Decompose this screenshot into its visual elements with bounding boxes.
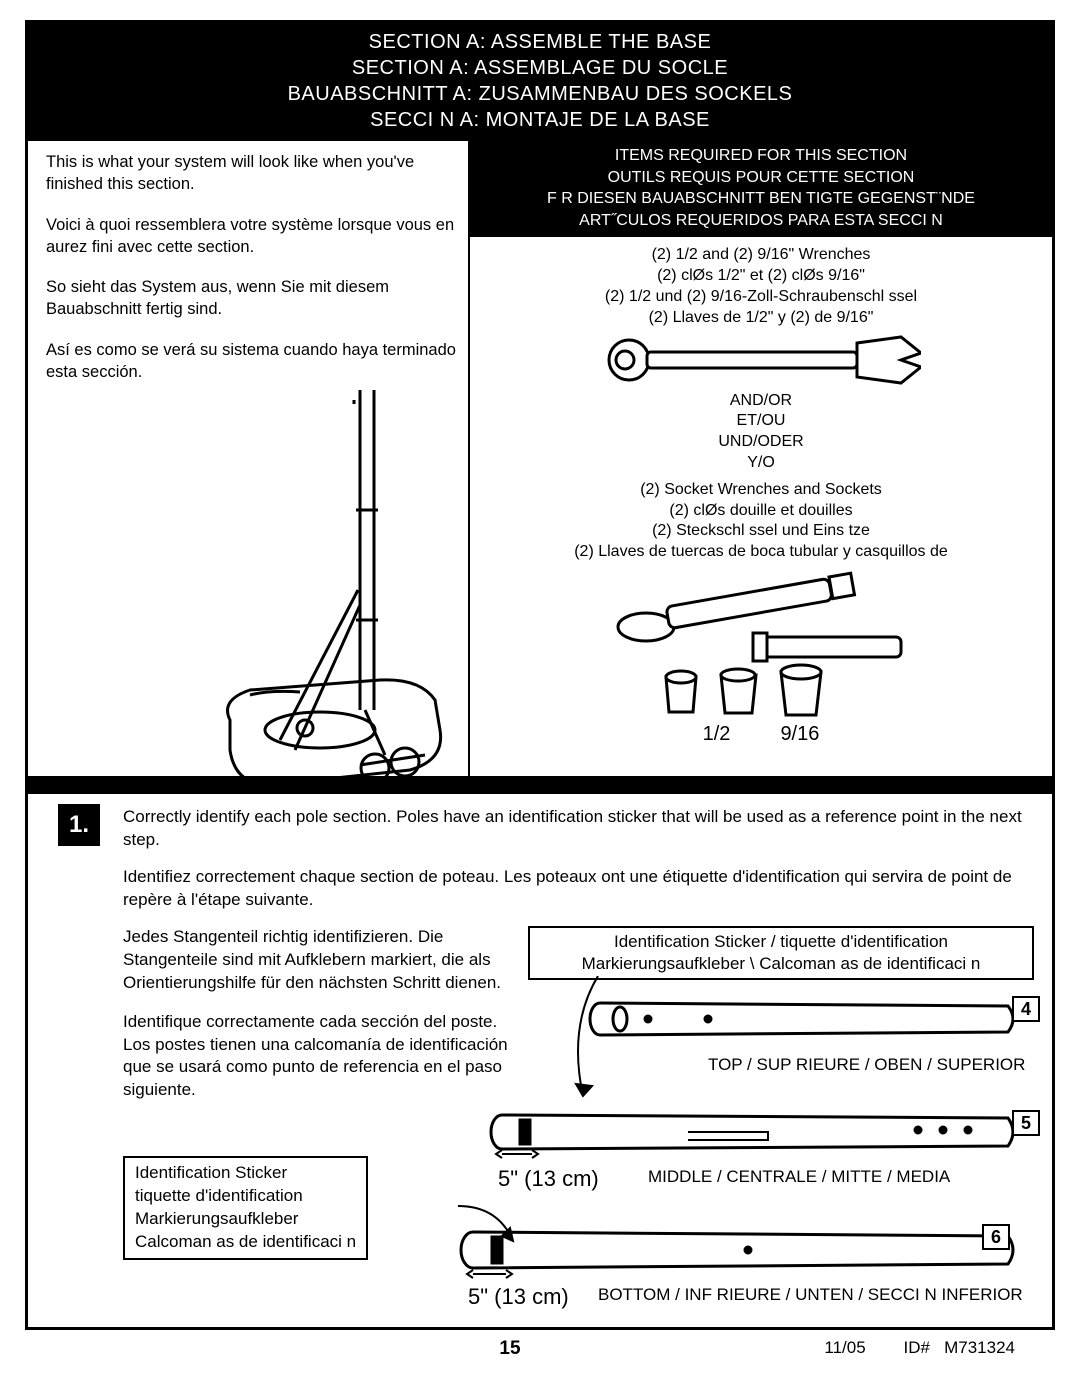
id-sticker-l2: tiquette d'identification [135,1185,356,1208]
pole-diagrams: Identification Sticker / tiquette d'iden… [528,926,1034,1292]
size-nine-sixteenth: 9/16 [780,721,819,747]
pole-bottom-number: 6 [982,1224,1010,1250]
items-header-en: ITEMS REQUIRED FOR THIS SECTION [470,145,1052,167]
intro-fr: Voici à quoi ressemblera votre système l… [46,214,456,259]
pole-bottom-label: BOTTOM / INF RIEURE / UNTEN / SECCI N IN… [598,1284,1023,1307]
wrench-icon [601,335,921,385]
items-header-de: F R DIESEN BAUABSCHNITT BEN TIGTE GEGENS… [470,188,1052,210]
sockets-de: (2) Steckschl ssel und Eins tze [480,521,1042,542]
andor-fr: ET/OU [480,411,1042,432]
header-line-en: SECTION A: ASSEMBLE THE BASE [28,29,1052,55]
footer-id-label: ID# [903,1338,929,1357]
size-half: 1/2 [703,721,731,747]
id-sticker-l4: Calcoman as de identificaci n [135,1231,356,1254]
step-1: 1. Correctly identify each pole section.… [28,794,1052,1302]
callout-arrow-2-icon [458,1196,538,1256]
pole-bottom-measure: 5" (13 cm) [468,1282,569,1312]
andor-de: UND/ODER [480,432,1042,453]
id-sticker-legend-box: Identification Sticker tiquette d'identi… [123,1156,368,1260]
intro-de: So sieht das System aus, wenn Sie mit di… [46,276,456,321]
items-header-es: ART˝CULOS REQUERIDOS PARA ESTA SECCI N [470,210,1052,232]
step-1-lower: Jedes Stangenteil richtig identifizieren… [58,926,1034,1292]
footer-date: 11/05 [824,1338,865,1357]
sockets-en: (2) Socket Wrenches and Sockets [480,480,1042,501]
andor-es: Y/O [480,453,1042,474]
wrenches-fr: (2) clØs 1/2" et (2) clØs 9/16" [480,266,1042,287]
pole-top-number: 4 [1012,996,1040,1022]
step1-en: Correctly identify each pole section. Po… [123,806,1034,852]
pole-middle-label: MIDDLE / CENTRALE / MITTE / MEDIA [648,1166,950,1189]
section-header: SECTION A: ASSEMBLE THE BASE SECTION A: … [28,23,1052,141]
upper-grid: This is what your system will look like … [28,141,1052,776]
assembled-base-diagram [210,390,470,790]
id-sticker-l1: Identification Sticker [135,1162,356,1185]
step1-fr: Identifiez correctement chaque section d… [123,866,1034,912]
socket-sizes: 1/2 9/16 [480,721,1042,747]
items-required-header: ITEMS REQUIRED FOR THIS SECTION OUTILS R… [470,141,1052,237]
page-number: 15 [265,1338,755,1360]
pole-middle-row: 5 5" (13 cm) MIDDLE / CENTRALE / MITTE /… [488,1110,1034,1164]
section-divider [28,776,1052,794]
items-required-panel: ITEMS REQUIRED FOR THIS SECTION OUTILS R… [468,141,1052,776]
pole-middle-measure: 5" (13 cm) [498,1164,599,1194]
sockets-es: (2) Llaves de tuercas de boca tubular y … [480,542,1042,563]
intro-en: This is what your system will look like … [46,151,456,196]
sockets-fr: (2) clØs douille et douilles [480,501,1042,522]
wrenches-en: (2) 1/2 and (2) 9/16" Wrenches [480,245,1042,266]
footer-id-value: M731324 [944,1338,1015,1357]
andor-en: AND/OR [480,391,1042,412]
intro-column: This is what your system will look like … [28,141,468,776]
pole-top-label: TOP / SUP RIEURE / OBEN / SUPERIOR [708,1054,1025,1077]
items-required-body: (2) 1/2 and (2) 9/16" Wrenches (2) clØs … [470,237,1052,776]
pole-middle-diagram [488,1110,1018,1166]
id-sticker-l3: Markierungsaufkleber [135,1208,356,1231]
wrenches-de: (2) 1/2 und (2) 9/16-Zoll-Schraubenschl … [480,287,1042,308]
page: SECTION A: ASSEMBLE THE BASE SECTION A: … [0,0,1080,1397]
header-line-de: BAUABSCHNITT A: ZUSAMMENBAU DES SOCKELS [28,81,1052,107]
outer-frame: SECTION A: ASSEMBLE THE BASE SECTION A: … [25,20,1055,1330]
header-line-es: SECCI N A: MONTAJE DE LA BASE [28,107,1052,133]
step1-es: Identifique correctamente cada sección d… [123,1011,528,1103]
header-line-fr: SECTION A: ASSEMBLAGE DU SOCLE [28,55,1052,81]
intro-es: Así es como se verá su sistema cuando ha… [46,339,456,384]
step-number-badge: 1. [58,804,100,846]
items-header-fr: OUTILS REQUIS POUR CETTE SECTION [470,167,1052,189]
wrenches-es: (2) Llaves de 1/2" y (2) de 9/16" [480,308,1042,329]
page-footer: 15 11/05 ID# M731324 [25,1330,1055,1360]
step-1-text: Correctly identify each pole section. Po… [123,806,1034,912]
pole-middle-number: 5 [1012,1110,1040,1136]
pole-top-row: 4 TOP / SUP RIEURE / OBEN / SUPERIOR [588,998,1034,1052]
socket-wrench-icon [611,567,911,717]
pole-top-diagram [588,998,1018,1040]
id-sticker-inline-label: Identification Sticker / tiquette d'iden… [528,926,1034,980]
step1-de: Jedes Stangenteil richtig identifizieren… [123,926,528,995]
pole-bottom-row: 6 5" (13 cm) BOTTOM / INF RIEURE / UNTEN… [458,1228,1034,1282]
pole-bottom-diagram [458,1228,1018,1284]
